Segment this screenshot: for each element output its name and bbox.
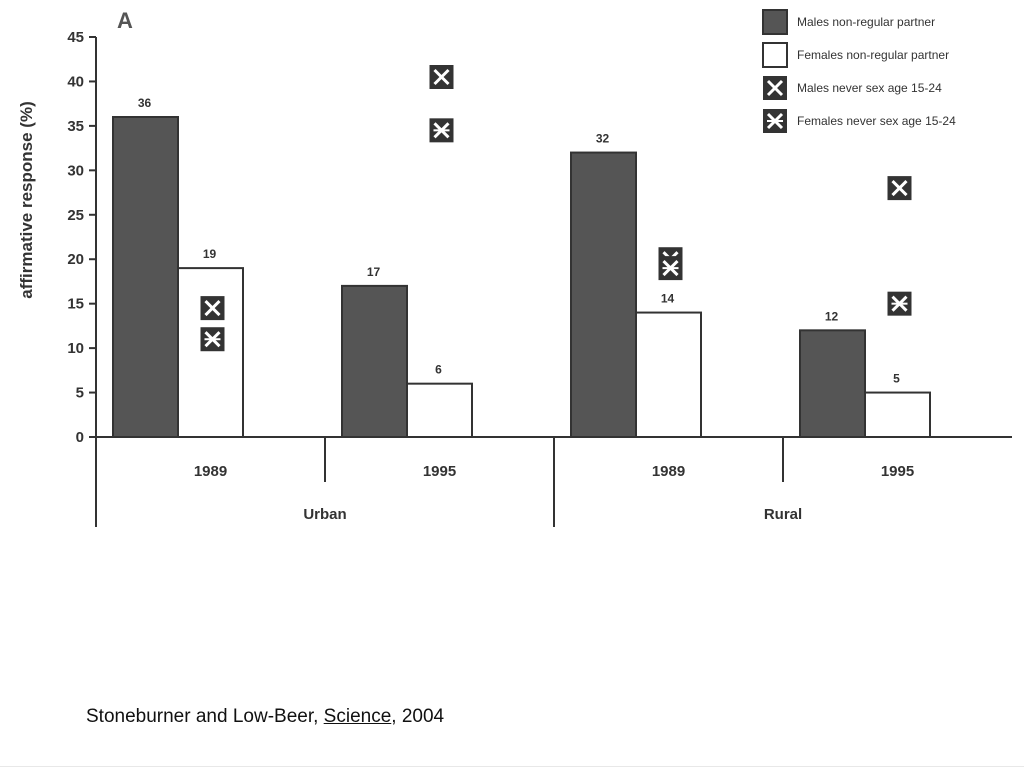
chart: A affirmative response (%) 0 5 10 15 20 25 30 3… [17, 8, 1012, 527]
star-box-icon [763, 109, 787, 133]
citation-authors: Stoneburner and Low-Beer, [86, 706, 324, 727]
bar-value-label: 14 [661, 292, 675, 306]
y-tick-label: 5 [76, 385, 84, 402]
y-tick-label: 20 [67, 251, 84, 268]
bar [799, 329, 866, 439]
x-tick-label: 1989 [652, 463, 685, 480]
x-tick-label: 1995 [881, 463, 914, 480]
bar [406, 382, 473, 438]
y-tick-label: 25 [67, 207, 84, 224]
legend: Males non-regular partner Females non-reg… [762, 9, 956, 133]
y-axis: 0 5 10 15 20 25 30 35 40 45 [67, 29, 97, 527]
bar [177, 267, 244, 438]
panel-label: A [117, 8, 133, 33]
bars: 36 19 17 6 32 14 12 5 [112, 96, 931, 439]
x-box-icon [200, 296, 225, 321]
star-box-icon [658, 256, 683, 281]
bar [864, 391, 931, 438]
y-tick-label: 15 [67, 296, 84, 313]
y-tick-label: 45 [67, 29, 84, 46]
y-tick-label: 10 [67, 340, 84, 357]
group-label: Urban [303, 506, 346, 523]
legend-swatch [762, 42, 788, 68]
x-tick-label: 1989 [194, 463, 227, 480]
markers [200, 65, 912, 352]
legend-swatch [762, 9, 788, 35]
bar-value-label: 17 [367, 265, 381, 279]
y-tick-label: 40 [67, 73, 84, 90]
x-box-icon [887, 176, 912, 201]
star-box-icon [429, 118, 454, 143]
citation: Stoneburner and Low-Beer, Science, 2004 [86, 706, 444, 728]
x-tick-label: 1995 [423, 463, 456, 480]
citation-year: , 2004 [391, 706, 445, 727]
x-box-icon [429, 65, 454, 89]
x-box-icon [763, 76, 787, 100]
star-box-icon [887, 291, 912, 316]
legend-label: Males never sex age 15-24 [797, 81, 942, 95]
y-axis-label: affirmative response (%) [17, 101, 36, 298]
y-tick-label: 0 [76, 429, 84, 446]
bar [112, 116, 179, 438]
bar [635, 311, 702, 438]
bar [341, 284, 408, 438]
y-tick-label: 35 [67, 118, 84, 135]
legend-label: Males non-regular partner [797, 15, 935, 29]
citation-journal: Science [323, 706, 392, 727]
bottom-divider [0, 766, 1024, 767]
bar-value-label: 12 [825, 309, 839, 323]
bar-value-label: 32 [596, 132, 610, 146]
legend-label: Females non-regular partner [797, 48, 949, 62]
legend-label: Females never sex age 15-24 [797, 114, 956, 128]
y-tick-label: 30 [67, 162, 84, 179]
bar [570, 151, 637, 439]
bar-value-label: 36 [138, 96, 152, 110]
bar-value-label: 5 [893, 372, 900, 386]
bar-value-label: 19 [203, 247, 217, 261]
x-axis: 1989 1995 1989 1995 Urban Rural [96, 436, 1012, 527]
star-box-icon [200, 327, 225, 352]
group-label: Rural [764, 506, 802, 523]
bar-value-label: 6 [435, 363, 442, 377]
